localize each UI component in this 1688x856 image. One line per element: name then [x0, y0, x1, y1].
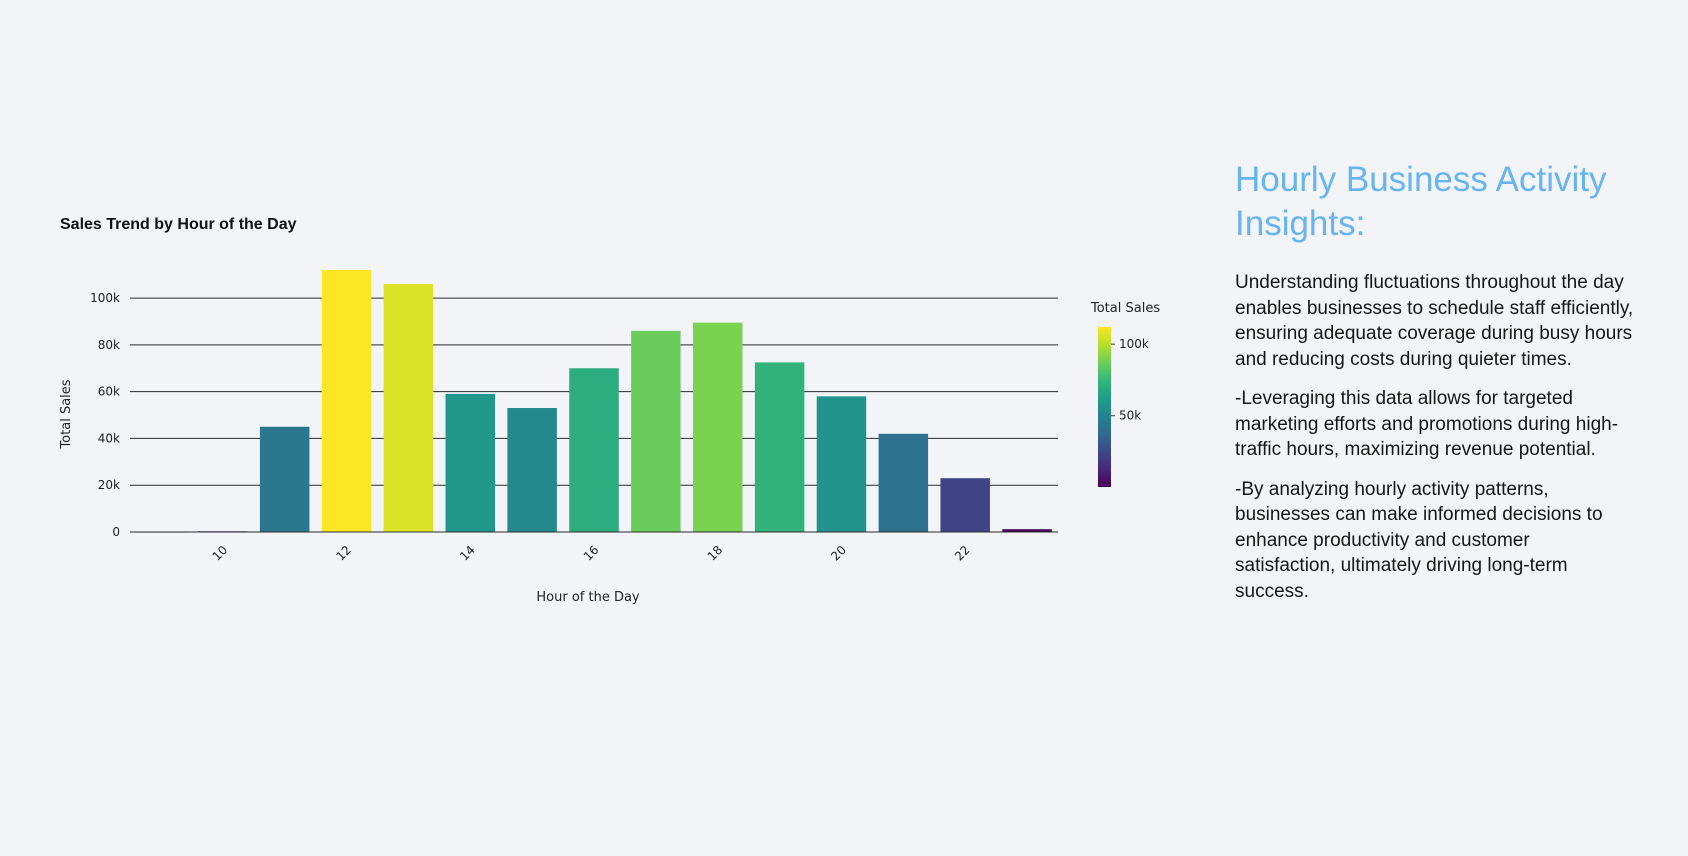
insights-panel: Hourly Business Activity Insights: Under… [1235, 158, 1635, 618]
x-axis-label: Hour of the Day [536, 590, 640, 605]
bar [940, 478, 990, 532]
x-tick-label: 14 [457, 543, 478, 564]
chart-title: Sales Trend by Hour of the Day [60, 216, 297, 233]
bar [569, 368, 619, 532]
colorbar-tick-label: 100k [1119, 337, 1149, 351]
bar [383, 284, 434, 532]
y-tick-label: 0 [112, 525, 120, 539]
bar [816, 396, 867, 532]
y-tick-label: 40k [98, 431, 120, 445]
x-tick-label: 16 [581, 543, 602, 564]
colorbar-title: Total Sales [1090, 301, 1160, 316]
y-tick-label: 60k [98, 385, 120, 399]
bar [878, 433, 929, 532]
x-tick-label: 18 [705, 543, 726, 564]
bars [136, 270, 1052, 533]
insights-title: Hourly Business Activity Insights: [1235, 160, 1607, 243]
x-tick-label: 20 [828, 543, 849, 564]
bar [631, 330, 681, 532]
bar [692, 322, 743, 532]
y-axis-label: Total Sales [59, 379, 74, 449]
bar [754, 362, 805, 532]
colorbar-gradient [1098, 327, 1111, 487]
y-tick-label: 20k [98, 478, 120, 492]
x-tick-label: 12 [333, 543, 354, 564]
colorbar-tick-label: 50k [1119, 409, 1141, 423]
bar [321, 270, 372, 532]
axes: 0 20k 40k 60k 80k 100k 10 12 14 16 18 20 22 [90, 291, 1058, 564]
bar [1002, 529, 1052, 532]
chart-container: Sales Trend by Hour of the Day 0 20k 40k 60… [59, 216, 1160, 605]
insight-paragraph-1: Understanding fluctuations throughout th… [1235, 272, 1634, 370]
insight-paragraph-2: -Leveraging this data allows for targete… [1235, 388, 1619, 460]
bar [507, 408, 557, 532]
bar [259, 426, 310, 532]
y-tick-label: 100k [90, 291, 120, 305]
colorbar: Total Sales 50k 100k [1090, 301, 1160, 487]
y-tick-label: 80k [98, 338, 120, 352]
insight-paragraph-3: -By analyzing hourly activity patterns, … [1235, 478, 1603, 602]
x-tick-label: 22 [952, 543, 973, 564]
bar [445, 393, 496, 532]
sales-chart: Sales Trend by Hour of the Day 0 20k 40k 60… [59, 216, 1160, 605]
x-tick-label: 10 [210, 543, 231, 564]
